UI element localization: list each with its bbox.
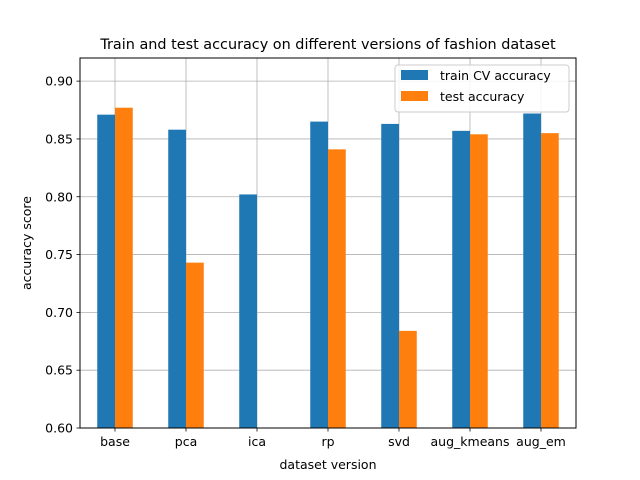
bar-train: [452, 130, 470, 428]
x-tick-label: rp: [321, 434, 334, 449]
bar-test: [115, 107, 133, 428]
bar-test: [541, 133, 559, 428]
y-tick-label: 0.90: [45, 74, 73, 89]
legend-swatch-test: [401, 91, 428, 101]
x-tick-label: base: [100, 434, 130, 449]
x-axis: base pca ica rp svd aug_kmeans aug_em: [100, 428, 566, 449]
x-tick-label: aug_kmeans: [431, 434, 510, 449]
legend-frame: [394, 64, 570, 113]
x-tick-label: aug_em: [516, 434, 566, 449]
bar-train: [239, 194, 257, 428]
x-axis-label: dataset version: [279, 457, 376, 472]
y-tick-label: 0.75: [45, 247, 73, 262]
y-axis: 0.60 0.65 0.70 0.75 0.80 0.85 0.90: [45, 74, 80, 436]
bar-train: [97, 114, 115, 428]
y-axis-label: accuracy score: [19, 196, 34, 290]
y-tick-label: 0.70: [45, 305, 73, 320]
x-tick-label: ica: [248, 434, 266, 449]
bar-train: [523, 113, 541, 428]
y-tick-label: 0.85: [45, 131, 73, 146]
bar-test: [328, 149, 346, 428]
x-tick-label: svd: [388, 434, 410, 449]
y-tick-label: 0.60: [45, 421, 73, 436]
legend-swatch-train: [401, 70, 428, 80]
legend: train CV accuracy test accuracy: [394, 64, 570, 113]
bar-train: [381, 123, 399, 428]
bar-test: [186, 262, 204, 428]
bars: [97, 107, 559, 428]
x-tick-label: pca: [175, 434, 197, 449]
bar-train: [310, 121, 328, 428]
y-tick-label: 0.80: [45, 189, 73, 204]
y-tick-label: 0.65: [45, 363, 73, 378]
legend-label-test: test accuracy: [440, 89, 525, 104]
chart-title: Train and test accuracy on different ver…: [99, 37, 556, 53]
bar-test: [470, 134, 488, 428]
legend-label-train: train CV accuracy: [440, 68, 551, 83]
bar-train: [168, 129, 186, 428]
bar-test: [399, 330, 417, 428]
